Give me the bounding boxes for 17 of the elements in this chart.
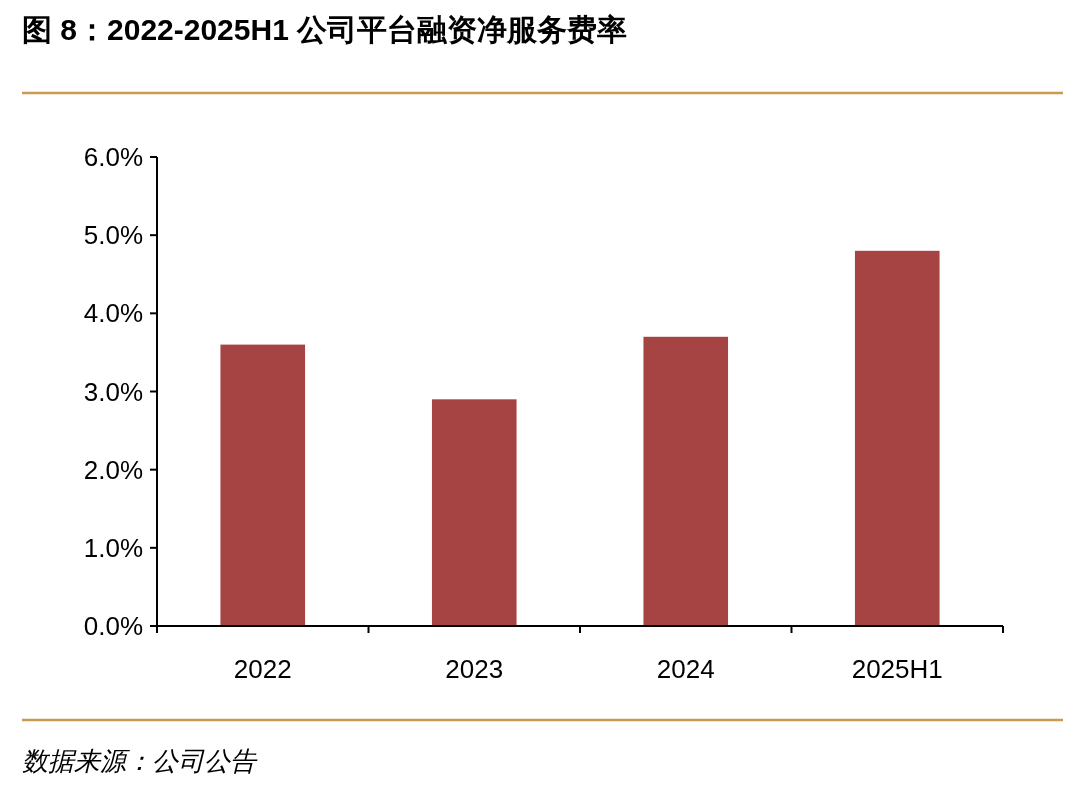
y-tick-label: 0.0% — [83, 611, 143, 641]
y-tick-label: 5.0% — [83, 220, 143, 251]
bar — [431, 399, 517, 626]
x-tick-label: 2022 — [233, 654, 292, 684]
source-note: 数据来源：公司公告 — [22, 746, 258, 776]
y-tick-label: 6.0% — [83, 142, 143, 172]
y-tick-label: 4.0% — [83, 298, 143, 329]
bar — [643, 336, 729, 626]
y-tick-label: 1.0% — [83, 532, 143, 563]
bar — [854, 250, 940, 626]
x-tick-label: 2025H1 — [851, 654, 943, 684]
y-tick-label: 3.0% — [83, 376, 143, 407]
bar — [220, 344, 306, 626]
chart-title: 图 8：2022-2025H1 公司平台融资净服务费率 — [22, 13, 628, 46]
y-tick-label: 2.0% — [83, 454, 143, 485]
x-tick-label: 2023 — [445, 654, 504, 684]
x-tick-label: 2024 — [656, 654, 715, 684]
